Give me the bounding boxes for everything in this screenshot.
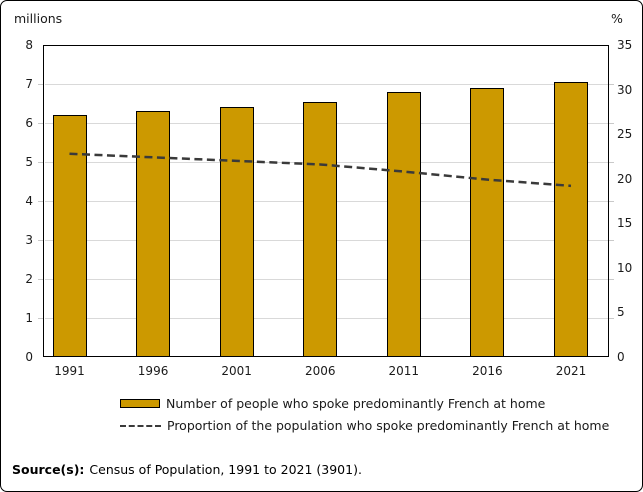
bar-2011 xyxy=(386,91,421,357)
x-axis-label-2021: 2021 xyxy=(555,364,587,378)
left-axis-tick-label: 0 xyxy=(25,350,33,364)
left-axis-tick xyxy=(38,240,43,241)
right-axis-tick-label: 20 xyxy=(617,171,633,186)
left-axis-tick-label: 1 xyxy=(25,311,33,325)
right-axis-tick-label: 30 xyxy=(617,82,633,97)
bar-1991 xyxy=(52,115,87,357)
right-axis-tick xyxy=(609,162,614,163)
right-axis-tick-label: 35 xyxy=(617,38,633,52)
right-axis-tick xyxy=(609,318,614,319)
right-axis-tick xyxy=(609,279,614,280)
source-note: Source(s): Census of Population, 1991 to … xyxy=(12,462,362,477)
left-axis-tick xyxy=(38,84,43,85)
x-axis-label-2001: 2001 xyxy=(221,364,252,378)
legend: Number of people who spoke predominantly… xyxy=(120,396,609,433)
left-axis-tick-label: 4 xyxy=(25,194,33,208)
left-axis-tick-label: 6 xyxy=(25,116,33,130)
legend-item-line-series: Proportion of the population who spoke p… xyxy=(120,418,609,433)
right-axis-tick xyxy=(609,240,614,241)
gridline xyxy=(44,84,608,85)
bar-swatch-icon xyxy=(120,399,160,408)
left-axis-tick-label: 8 xyxy=(25,38,33,52)
left-axis-unit-label: millions xyxy=(14,11,63,26)
right-axis-tick xyxy=(609,123,614,124)
bar-2021 xyxy=(553,82,588,357)
left-axis-tick xyxy=(38,123,43,124)
bar-1996 xyxy=(136,111,171,357)
legend-label-line-series: Proportion of the population who spoke p… xyxy=(167,418,610,433)
right-axis-tick-label: 25 xyxy=(617,127,633,142)
left-axis-tick-label: 7 xyxy=(25,77,33,91)
right-axis-tick-label: 5 xyxy=(617,305,625,320)
x-axis-label-1991: 1991 xyxy=(54,364,85,378)
left-axis-tick xyxy=(38,318,43,319)
bar-2006 xyxy=(303,101,338,357)
x-axis-label-2006: 2006 xyxy=(304,364,336,378)
dashed-line-swatch-icon xyxy=(120,424,161,427)
x-axis-label-1996: 1996 xyxy=(137,364,169,378)
left-axis-tick-label: 3 xyxy=(25,233,33,247)
right-axis-tick xyxy=(609,84,614,85)
x-axis-label-2016: 2016 xyxy=(472,364,503,378)
right-axis-tick xyxy=(609,201,614,202)
left-axis-tick xyxy=(38,279,43,280)
left-axis-tick xyxy=(38,162,43,163)
left-axis-tick xyxy=(38,201,43,202)
source-label: Source(s): xyxy=(12,462,85,477)
bar-2001 xyxy=(219,107,254,357)
right-axis-unit-label: % xyxy=(611,11,623,26)
bar-2016 xyxy=(470,87,505,357)
right-axis-tick-label: 10 xyxy=(617,260,633,275)
source-text: Census of Population, 1991 to 2021 (3901… xyxy=(89,462,362,477)
x-axis-label-2011: 2011 xyxy=(388,364,420,378)
left-axis-tick-label: 2 xyxy=(25,272,33,286)
left-axis-tick-label: 5 xyxy=(25,155,33,169)
right-axis-tick-label: 0 xyxy=(617,350,625,364)
legend-label-bar-series: Number of people who spoke predominantly… xyxy=(166,396,546,411)
right-axis-tick-label: 15 xyxy=(617,216,633,231)
legend-item-bar-series: Number of people who spoke predominantly… xyxy=(120,396,609,411)
